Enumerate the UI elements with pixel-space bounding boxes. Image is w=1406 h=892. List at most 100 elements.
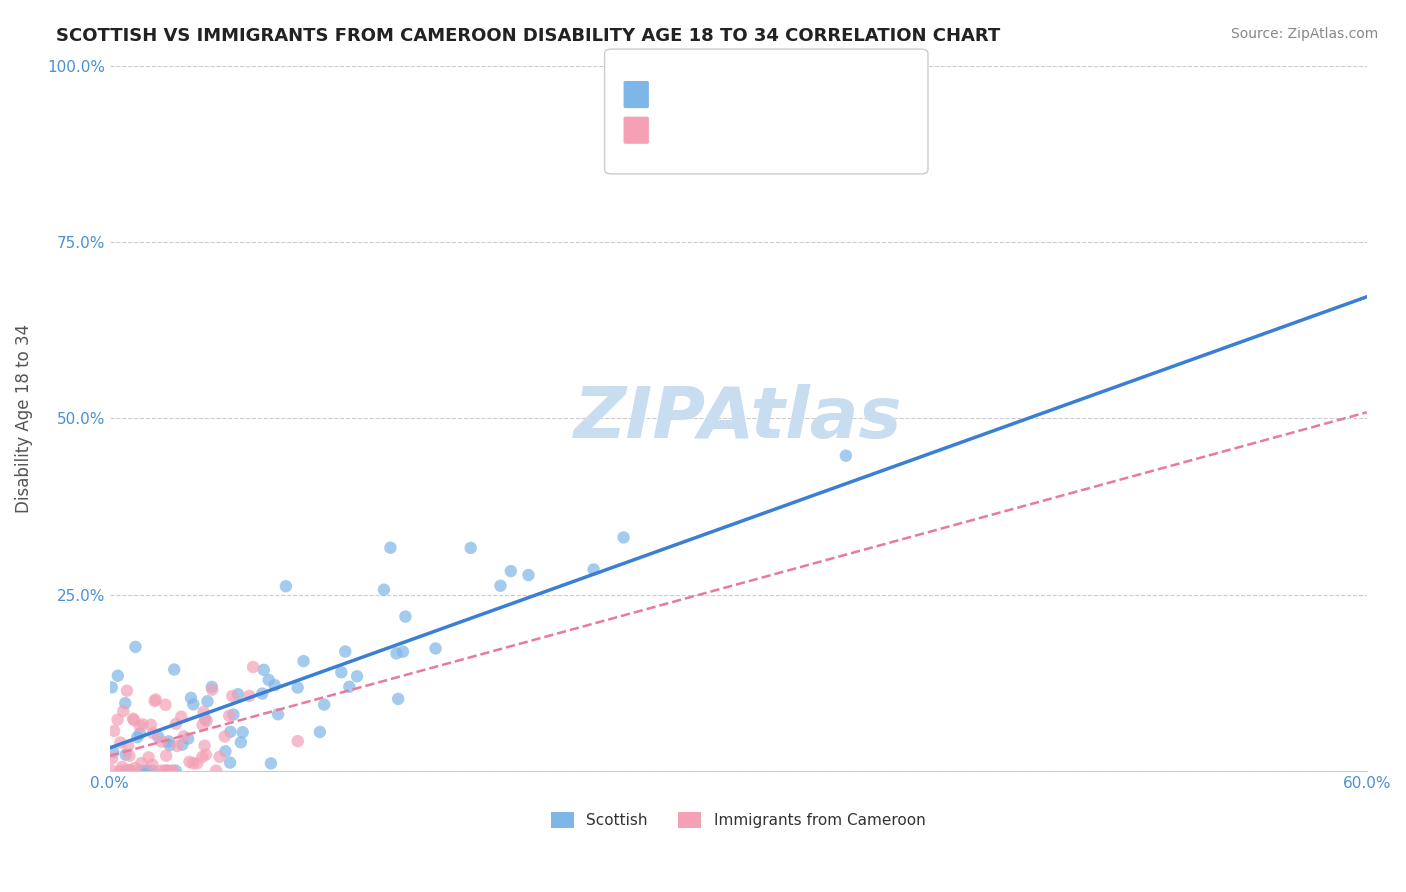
Point bbox=[145, 692, 167, 706]
Legend: Scottish, Immigrants from Cameroon: Scottish, Immigrants from Cameroon bbox=[546, 806, 931, 834]
Point bbox=[222, 707, 245, 722]
Point bbox=[122, 712, 145, 726]
Y-axis label: Disability Age 18 to 34: Disability Age 18 to 34 bbox=[15, 324, 32, 513]
Point bbox=[214, 744, 236, 758]
Point bbox=[193, 705, 215, 719]
Point bbox=[149, 764, 172, 778]
Point bbox=[221, 689, 243, 703]
Point bbox=[129, 726, 152, 740]
Point bbox=[128, 718, 150, 732]
Point bbox=[166, 739, 188, 753]
Text: R = 0.419   N = 56: R = 0.419 N = 56 bbox=[651, 129, 821, 147]
Point bbox=[148, 730, 170, 744]
Point bbox=[118, 748, 141, 763]
Point bbox=[253, 663, 276, 677]
Point bbox=[139, 717, 162, 731]
Point bbox=[118, 763, 141, 777]
Point bbox=[141, 764, 163, 778]
Point bbox=[229, 735, 252, 749]
Point bbox=[155, 698, 177, 712]
Point bbox=[117, 739, 139, 753]
Point bbox=[613, 531, 636, 545]
Point bbox=[179, 755, 201, 769]
Point bbox=[159, 738, 181, 752]
Point bbox=[115, 764, 138, 778]
Point bbox=[392, 645, 415, 659]
Point bbox=[257, 673, 280, 687]
Point bbox=[242, 660, 264, 674]
Point bbox=[173, 730, 195, 744]
Point bbox=[219, 724, 242, 739]
Point bbox=[425, 641, 447, 656]
Point bbox=[110, 764, 132, 778]
Point bbox=[150, 734, 173, 748]
Text: Source: ZipAtlas.com: Source: ZipAtlas.com bbox=[1230, 27, 1378, 41]
Point bbox=[107, 713, 129, 727]
Point bbox=[143, 694, 166, 708]
Point bbox=[193, 739, 215, 753]
Point bbox=[101, 764, 124, 778]
Point bbox=[101, 751, 124, 765]
Point bbox=[118, 764, 141, 778]
Point bbox=[330, 665, 353, 680]
Point bbox=[142, 726, 165, 740]
Point bbox=[153, 764, 176, 778]
Point bbox=[499, 564, 522, 578]
Point bbox=[335, 644, 357, 658]
Point bbox=[103, 745, 125, 759]
Point bbox=[194, 747, 217, 762]
Point bbox=[160, 764, 183, 778]
Point bbox=[267, 707, 290, 722]
Point bbox=[163, 663, 186, 677]
Point bbox=[131, 756, 153, 770]
Point bbox=[380, 541, 402, 555]
Point bbox=[201, 680, 224, 694]
Point bbox=[165, 764, 187, 778]
Point bbox=[156, 764, 179, 778]
Point bbox=[181, 756, 204, 771]
Point bbox=[103, 723, 125, 738]
Point bbox=[260, 756, 283, 771]
Text: R = 0.737   N = 63: R = 0.737 N = 63 bbox=[651, 94, 821, 112]
Point bbox=[394, 609, 416, 624]
Point bbox=[124, 640, 146, 654]
Point bbox=[114, 747, 136, 762]
Point bbox=[181, 698, 204, 712]
Point bbox=[205, 764, 228, 778]
Point bbox=[460, 541, 482, 555]
Point bbox=[387, 692, 409, 706]
Point bbox=[191, 750, 214, 764]
Text: SCOTTISH VS IMMIGRANTS FROM CAMEROON DISABILITY AGE 18 TO 34 CORRELATION CHART: SCOTTISH VS IMMIGRANTS FROM CAMEROON DIS… bbox=[56, 27, 1001, 45]
Point bbox=[170, 709, 193, 723]
Point bbox=[195, 714, 218, 728]
Point bbox=[115, 683, 138, 698]
Point bbox=[517, 568, 540, 582]
Point bbox=[191, 718, 214, 732]
Point bbox=[165, 716, 187, 731]
Point bbox=[180, 690, 202, 705]
Point bbox=[157, 734, 180, 748]
Point bbox=[309, 725, 332, 739]
Point bbox=[172, 738, 194, 752]
Point bbox=[252, 687, 274, 701]
Point bbox=[110, 735, 132, 749]
Point bbox=[129, 764, 152, 778]
Point bbox=[136, 764, 159, 778]
Point bbox=[112, 704, 135, 718]
Point bbox=[177, 731, 200, 746]
Point bbox=[155, 748, 177, 763]
Point bbox=[287, 681, 309, 695]
Point bbox=[337, 680, 360, 694]
Point bbox=[111, 760, 134, 774]
Point bbox=[314, 698, 336, 712]
Point bbox=[835, 449, 858, 463]
Point bbox=[208, 749, 231, 764]
Point bbox=[263, 678, 285, 692]
Point bbox=[238, 689, 260, 703]
Point bbox=[138, 750, 160, 764]
Point bbox=[141, 757, 163, 772]
Text: ZIPAtlas: ZIPAtlas bbox=[574, 384, 903, 453]
Point bbox=[219, 756, 242, 770]
Point bbox=[118, 764, 141, 778]
Point bbox=[385, 647, 408, 661]
